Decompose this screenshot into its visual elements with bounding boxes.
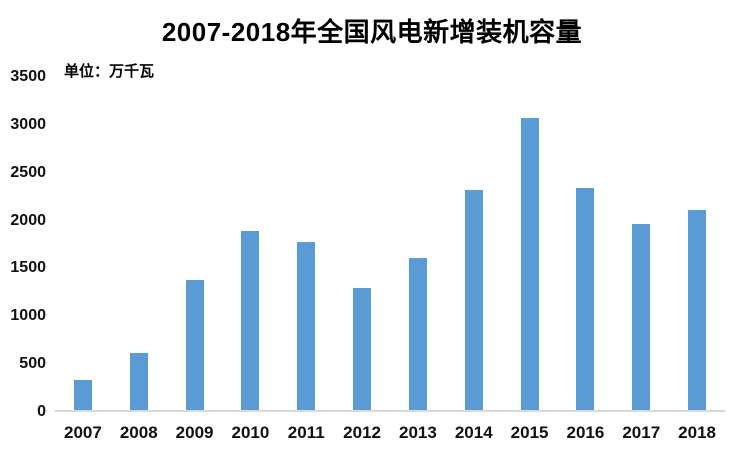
bar-2017 xyxy=(632,223,651,412)
x-tick-label: 2009 xyxy=(175,423,214,442)
bar-2013 xyxy=(408,257,427,412)
y-tick-label: 1500 xyxy=(10,259,46,277)
y-tick-label: 500 xyxy=(19,355,46,373)
x-tick-label: 2013 xyxy=(399,423,437,442)
y-tick-label: 2000 xyxy=(10,211,46,229)
y-tick-label: 2500 xyxy=(10,163,46,181)
x-tick-label: 2014 xyxy=(454,423,493,442)
bar-2014 xyxy=(464,189,483,412)
bar-2018 xyxy=(688,210,707,412)
x-tick-label: 2007 xyxy=(64,423,102,442)
bar-2011 xyxy=(297,242,316,412)
bar-2012 xyxy=(353,287,372,412)
x-tick-label: 2018 xyxy=(678,423,716,442)
bar-2007 xyxy=(73,380,92,412)
bar-2015 xyxy=(520,117,539,412)
x-axis-line xyxy=(55,410,725,412)
y-tick-label: 0 xyxy=(37,403,46,420)
x-tick-label: 2012 xyxy=(343,423,381,442)
x-tick-label: 2017 xyxy=(622,423,661,442)
x-tick-label: 2016 xyxy=(566,423,605,442)
bar-2008 xyxy=(129,352,148,412)
bar-2010 xyxy=(241,231,260,412)
bar-2016 xyxy=(576,188,595,412)
y-tick-label: 3000 xyxy=(10,115,46,133)
y-tick-label: 1000 xyxy=(10,307,46,325)
unit-label: 单位：万千瓦 xyxy=(64,63,155,80)
x-tick-label: 2010 xyxy=(231,423,270,442)
y-tick-label: 3500 xyxy=(10,68,46,85)
x-tick-label: 2008 xyxy=(119,423,158,442)
x-tick-label: 2011 xyxy=(287,423,325,442)
bar-2009 xyxy=(185,279,204,412)
x-tick-label: 2015 xyxy=(510,423,549,442)
chart-title: 2007-2018年全国风电新增装机容量 xyxy=(161,17,583,47)
